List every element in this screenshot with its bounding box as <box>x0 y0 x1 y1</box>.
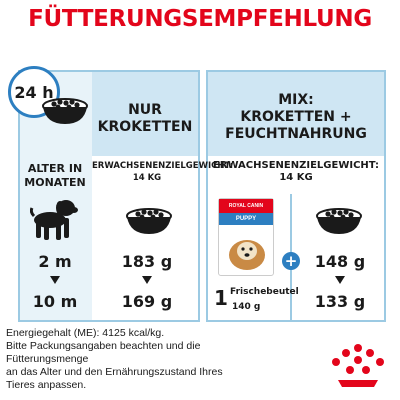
puppy-icon <box>30 200 78 240</box>
mix-amount-row-2: 133 g <box>314 292 366 311</box>
age-row-2: 10 m <box>32 292 78 311</box>
arrow-down-icon-dry <box>142 276 152 284</box>
puppy-photo-icon <box>229 240 265 270</box>
mix-amount-row-1: 148 g <box>314 252 366 271</box>
dry-amount-row-1: 183 g <box>121 252 173 271</box>
mix-header-band <box>208 72 384 156</box>
age-header: ALTER IN MONATEN <box>24 162 86 189</box>
adult-weight-dry: ERWACHSENENZIELGEWICHT: 14 KG <box>92 161 234 183</box>
pouch-weight: 140 g <box>232 302 261 312</box>
pouch-brand: ROYAL CANIN <box>219 199 273 213</box>
dry-food-header-band <box>92 72 198 156</box>
arrow-down-icon-age <box>50 276 60 284</box>
dry-only-header: NUR KROKETTEN <box>97 102 193 135</box>
page-title: FÜTTERUNGSEMPFEHLUNG <box>28 6 372 32</box>
royal-canin-logo <box>332 344 384 387</box>
pouch-count: 1 <box>214 286 228 310</box>
arrow-down-icon-mix <box>335 276 345 284</box>
plus-icon: + <box>282 252 300 270</box>
food-bowl-icon-dry <box>126 208 172 234</box>
pouch-variant: PUPPY <box>219 213 273 225</box>
mix-header: MIX: KROKETTEN + FEUCHTNAHRUNG <box>225 92 367 142</box>
food-bowl-icon <box>42 98 88 124</box>
pouch-label: Frischebeutel <box>230 287 299 297</box>
adult-weight-mix: ERWACHSENENZIELGEWICHT: 14 KG <box>212 160 380 183</box>
food-bowl-icon-mix <box>316 208 362 234</box>
clock-label: 24 h <box>14 82 54 102</box>
footer-note: Energiegehalt (ME): 4125 kcal/kg. Bitte … <box>6 327 223 391</box>
wet-food-pouch: ROYAL CANIN PUPPY <box>218 198 274 276</box>
dry-amount-row-2: 169 g <box>121 292 173 311</box>
age-row-1: 2 m <box>38 252 72 271</box>
